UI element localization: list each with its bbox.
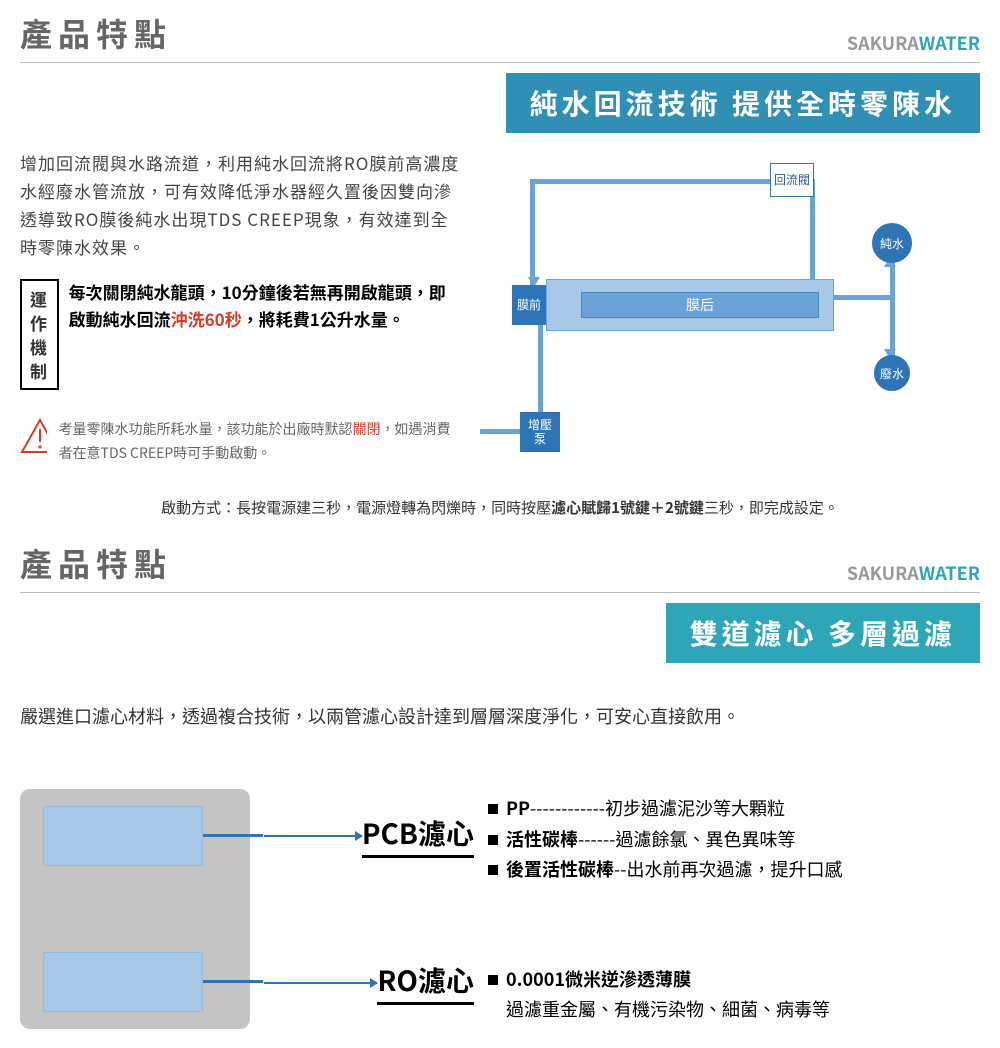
warning-icon bbox=[20, 418, 47, 454]
pcb-desc-block: PP------------初步過濾泥沙等大顆粒 活性碳棒------過濾餘氯、… bbox=[488, 793, 980, 885]
node-membrane-back-wrap: 膜后 bbox=[546, 279, 834, 331]
mechanism-text: 每次關閉純水龍頭，10分鐘後若無再開啟龍頭，即啟動純水回流沖洗60秒，將耗費1公… bbox=[69, 279, 460, 390]
pcb-label: PCB濾心 bbox=[362, 813, 474, 858]
filter-labels-col: PCB濾心 RO濾心 bbox=[264, 789, 474, 1029]
pcb-label-row: PCB濾心 bbox=[264, 813, 474, 858]
section-title-2: 產品特點 bbox=[20, 540, 172, 586]
pcb-item-2: 後置活性碳棒--出水前再次過濾，提升口感 bbox=[488, 854, 980, 885]
filter-row: PCB濾心 RO濾心 PP------------初步過濾泥沙等大顆粒 活性碳棒… bbox=[20, 789, 980, 1029]
brand-part2: WATER bbox=[919, 30, 980, 56]
warn-red: 關閉 bbox=[353, 419, 381, 439]
inst-post: 三秒，即完成設定。 bbox=[704, 497, 839, 518]
filter-slot-ro bbox=[43, 952, 203, 1012]
mech-label-l1: 運作 bbox=[30, 287, 49, 335]
brand2-part1: SAKURA bbox=[847, 560, 919, 586]
ro-label-row: RO濾心 bbox=[264, 960, 474, 1005]
inst-bold: 濾心賦歸1號鍵＋2號鍵 bbox=[551, 497, 704, 518]
section1-paragraph: 增加回流閥與水路流道，利用純水回流將RO膜前高濃度水經廢水管流放，可有效降低淨水… bbox=[20, 149, 460, 261]
ro-desc-block: 0.0001微米逆滲透薄膜 過濾重金屬、有機污染物、細菌、病毒等 bbox=[488, 964, 980, 1025]
arrow-pcb bbox=[264, 835, 362, 837]
divider-2 bbox=[20, 592, 980, 593]
brand-logo-2: SAKURAWATER bbox=[847, 560, 980, 586]
node-pure-water: 純水 bbox=[872, 223, 912, 263]
node-backflow-valve: 回流閥 bbox=[770, 163, 814, 197]
section1-banner: 純水回流技術 提供全時零陳水 bbox=[506, 73, 980, 133]
arrow-ro bbox=[264, 982, 377, 984]
brand-logo: SAKURAWATER bbox=[847, 30, 980, 56]
flow-diagram: 回流閥 純水 廢水 膜前 膜后 增壓 泵 bbox=[480, 149, 980, 469]
brand2-part2: WATER bbox=[919, 560, 980, 586]
filter-device bbox=[20, 789, 250, 1029]
ro-label: RO濾心 bbox=[377, 960, 474, 1005]
mech-label-l2: 機制 bbox=[30, 335, 49, 383]
filter-slot-pcb bbox=[43, 806, 203, 866]
pcb-item-0: PP------------初步過濾泥沙等大顆粒 bbox=[488, 793, 980, 824]
connector-pcb bbox=[203, 834, 263, 837]
inst-pre: 啟動方式：長按電源建三秒，電源燈轉為閃爍時，同時按壓 bbox=[161, 497, 551, 518]
node-waste-water: 廢水 bbox=[874, 355, 910, 391]
mechanism-box: 運作 機制 每次關閉純水龍頭，10分鐘後若無再開啟龍頭，即啟動純水回流沖洗60秒… bbox=[20, 279, 460, 390]
node-membrane-back: 膜后 bbox=[686, 297, 714, 314]
ro-item-1: 過濾重金屬、有機污染物、細菌、病毒等 bbox=[488, 994, 980, 1025]
mech-text-after: ，將耗費1公升水量。 bbox=[242, 306, 405, 331]
section2-intro: 嚴選進口濾心材料，透過複合技術，以兩管濾心設計達到層層深度淨化，可安心直接飲用。 bbox=[20, 703, 980, 729]
node-membrane-front: 膜前 bbox=[512, 285, 546, 325]
node-pump: 增壓 泵 bbox=[520, 412, 560, 452]
brand-part1: SAKURA bbox=[847, 30, 919, 56]
warning-row: 考量零陳水功能所耗水量，該功能於出廠時默認關閉，如遇消費者在意TDS CREEP… bbox=[20, 418, 460, 466]
filter-desc-col: PP------------初步過濾泥沙等大顆粒 活性碳棒------過濾餘氯、… bbox=[488, 789, 980, 1029]
warn-before: 考量零陳水功能所耗水量，該功能於出廠時默認 bbox=[59, 419, 353, 439]
mech-text-red: 沖洗60秒 bbox=[171, 306, 242, 331]
section2-banner: 雙道濾心 多層過濾 bbox=[666, 603, 980, 663]
ro-item-0: 0.0001微米逆滲透薄膜 bbox=[488, 964, 980, 995]
mechanism-label: 運作 機制 bbox=[20, 279, 59, 390]
activation-instruction: 啟動方式：長按電源建三秒，電源燈轉為閃爍時，同時按壓濾心賦歸1號鍵＋2號鍵三秒，… bbox=[20, 497, 980, 518]
warning-text: 考量零陳水功能所耗水量，該功能於出廠時默認關閉，如遇消費者在意TDS CREEP… bbox=[59, 418, 460, 466]
divider-1 bbox=[20, 62, 980, 63]
section-title-1: 產品特點 bbox=[20, 10, 172, 56]
connector-ro bbox=[203, 980, 263, 983]
pcb-item-1: 活性碳棒------過濾餘氯、異色異味等 bbox=[488, 824, 980, 855]
